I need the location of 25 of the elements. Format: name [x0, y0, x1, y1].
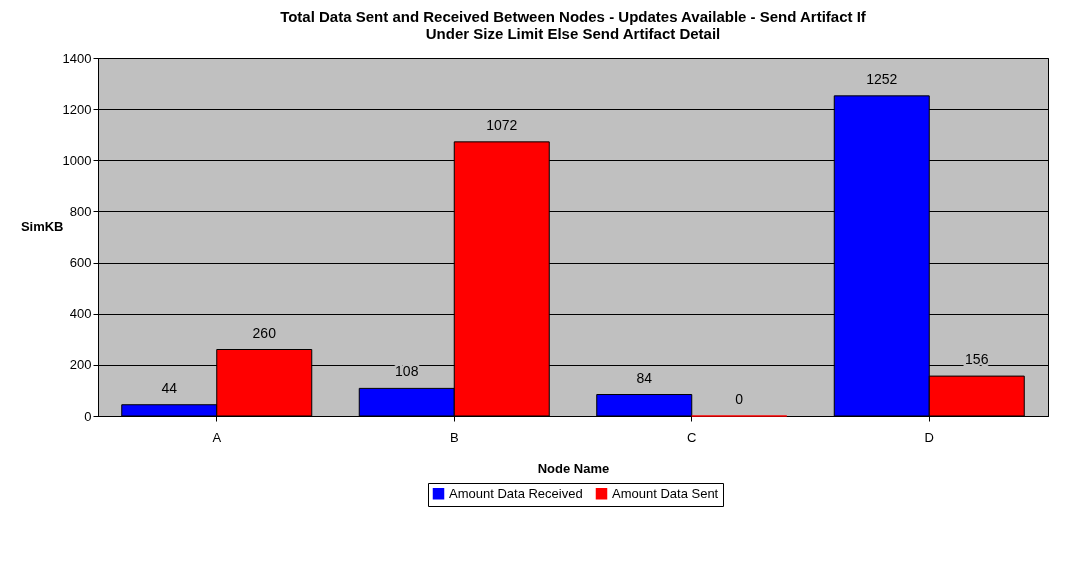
chart-title: Total Data Sent and Received Between Nodes - Updates Available - Send Artifact If Under Size Limit Else Send Artifact Detail: [280, 8, 867, 42]
y-tick-label: 1400: [62, 50, 92, 66]
y-tick-label: 600: [69, 255, 92, 271]
y-tick-label: 200: [69, 357, 92, 373]
data-label: 1252: [866, 70, 898, 87]
x-tick-label: A: [212, 429, 222, 445]
y-tick-label: 1000: [62, 152, 92, 168]
data-label: 156: [965, 351, 989, 368]
y-tick-label: 800: [69, 203, 92, 219]
x-tick-label: C: [687, 429, 697, 445]
y-tick-label: 1200: [62, 101, 92, 117]
data-label: 1072: [486, 116, 518, 133]
data-label: 108: [395, 363, 419, 380]
data-label: 0: [735, 391, 744, 407]
data-label: 44: [161, 379, 178, 396]
legend-label: Amount Data Sent: [612, 485, 719, 501]
x-tick-label: B: [449, 429, 459, 445]
y-axis-title: SimKB: [20, 218, 64, 234]
legend-label: Amount Data Received: [449, 485, 583, 501]
y-tick-label: 400: [69, 306, 92, 322]
x-tick-label: D: [924, 429, 934, 445]
y-tick-label: 0: [84, 408, 92, 424]
data-label: 84: [636, 369, 653, 386]
data-label: 260: [252, 324, 277, 341]
x-axis-title: Node Name: [537, 460, 610, 476]
